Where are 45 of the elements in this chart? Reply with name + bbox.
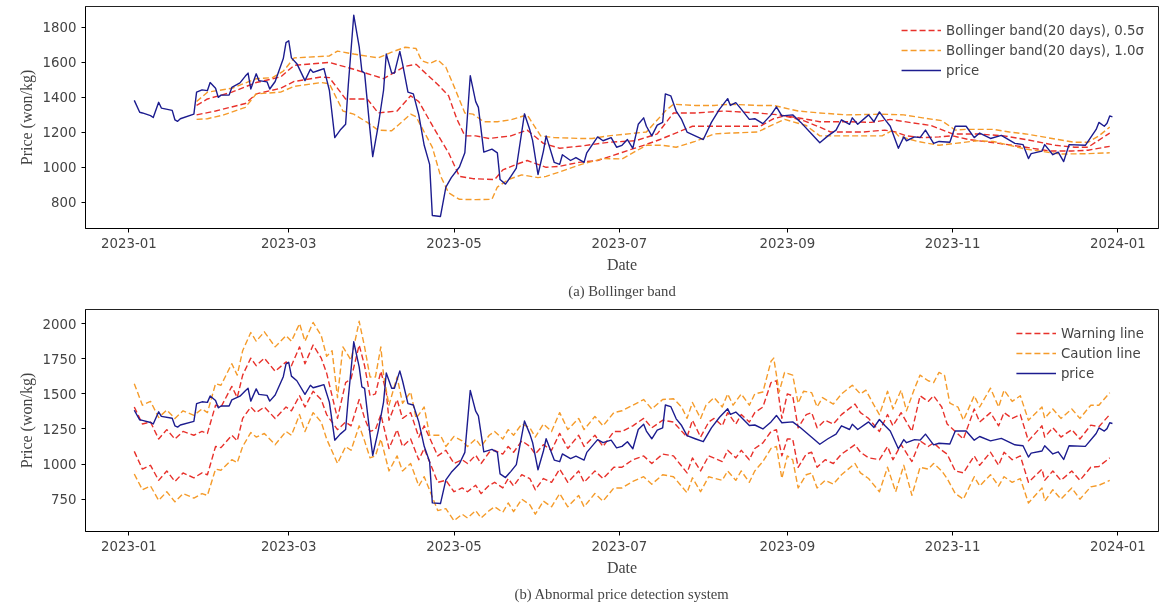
y-tick-label: 1800 [42, 20, 77, 36]
y-axis-title: Price (won/kg) [17, 372, 36, 469]
legend-label: Caution line [1060, 345, 1141, 361]
legend-label: price [1060, 365, 1095, 381]
x-tick-label: 2023-07 [591, 538, 648, 554]
y-tick-label: 1600 [42, 55, 77, 71]
x-tick-label: 2023-09 [759, 538, 816, 554]
x-tick-label: 2023-09 [759, 235, 816, 251]
y-tick-label: 2000 [42, 316, 77, 332]
x-tick-label: 2023-01 [101, 235, 157, 251]
x-tick-label: 2023-05 [426, 235, 482, 251]
line-series [195, 81, 1111, 201]
y-tick-label: 800 [51, 195, 77, 211]
x-tick-label: 2023-07 [591, 235, 648, 251]
x-tick-label: 2024-01 [1090, 235, 1146, 251]
legend-label: Warning line [1060, 325, 1144, 341]
line-series [133, 411, 1111, 522]
line-series [133, 341, 1114, 505]
y-tick-label: 1250 [42, 421, 77, 437]
text: (a) Bollinger band [568, 282, 677, 300]
x-tick-label: 2023-03 [260, 538, 317, 554]
line-series [133, 14, 1114, 218]
x-tick-label: 2023-05 [426, 538, 482, 554]
y-tick-label: 750 [51, 492, 77, 508]
y-tick-label: 1400 [42, 90, 77, 106]
y-tick-label: 1000 [42, 160, 77, 176]
text: (b) Abnormal price detection system [514, 585, 730, 603]
x-tick-label: 2023-03 [260, 235, 317, 251]
x-axis-title: Date [606, 255, 638, 273]
x-tick-label: 2023-01 [101, 538, 157, 554]
line-series [133, 344, 1111, 465]
legend-label: price [946, 62, 980, 78]
legend-label: Bollinger band(20 days), 0.5σ [946, 22, 1144, 38]
x-tick-label: 2024-01 [1090, 538, 1146, 554]
y-tick-label: 1500 [42, 386, 77, 402]
x-tick-label: 2023-11 [924, 235, 981, 251]
line-series [133, 390, 1111, 495]
y-tick-label: 1200 [42, 125, 77, 141]
x-axis-title: Date [606, 558, 638, 576]
x-tick-label: 2023-11 [924, 538, 981, 554]
y-tick-label: 1000 [42, 457, 77, 473]
y-tick-label: 1750 [42, 351, 77, 367]
y-axis-title: Price (won/kg) [17, 69, 36, 166]
line-series [195, 46, 1111, 144]
legend-label: Bollinger band(20 days), 1.0σ [946, 42, 1144, 58]
